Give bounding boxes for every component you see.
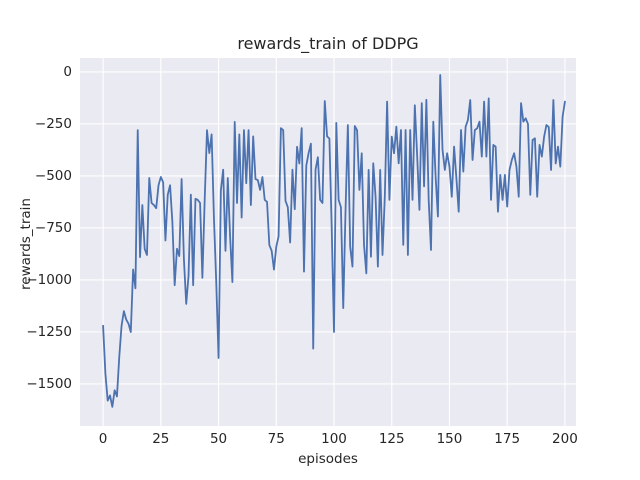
x-tick-label: 175 xyxy=(494,431,521,447)
x-tick-label: 50 xyxy=(209,431,228,447)
chart-title: rewards_train of DDPG xyxy=(237,34,419,53)
y-tick-label: −750 xyxy=(34,219,72,236)
x-tick-label: 150 xyxy=(436,431,463,447)
y-tick-label: −1000 xyxy=(26,271,72,288)
y-axis-label: rewards_train xyxy=(18,198,34,290)
y-tick-label: −1500 xyxy=(26,375,72,392)
x-tick-label: 0 xyxy=(98,431,108,447)
x-tick-label: 125 xyxy=(378,431,405,447)
x-tick-label: 75 xyxy=(267,431,285,447)
x-tick-label: 25 xyxy=(152,431,170,447)
rewards-line xyxy=(102,74,566,408)
y-tick-label: 0 xyxy=(63,63,72,80)
y-tick-label: −1250 xyxy=(26,323,72,340)
axes-background xyxy=(80,58,576,426)
y-tick-label: −250 xyxy=(34,115,72,132)
x-tick-label: 100 xyxy=(321,431,347,447)
y-tick-label: −500 xyxy=(34,167,72,184)
x-axis-label: episodes xyxy=(298,451,358,467)
x-tick-label: 200 xyxy=(552,431,578,447)
